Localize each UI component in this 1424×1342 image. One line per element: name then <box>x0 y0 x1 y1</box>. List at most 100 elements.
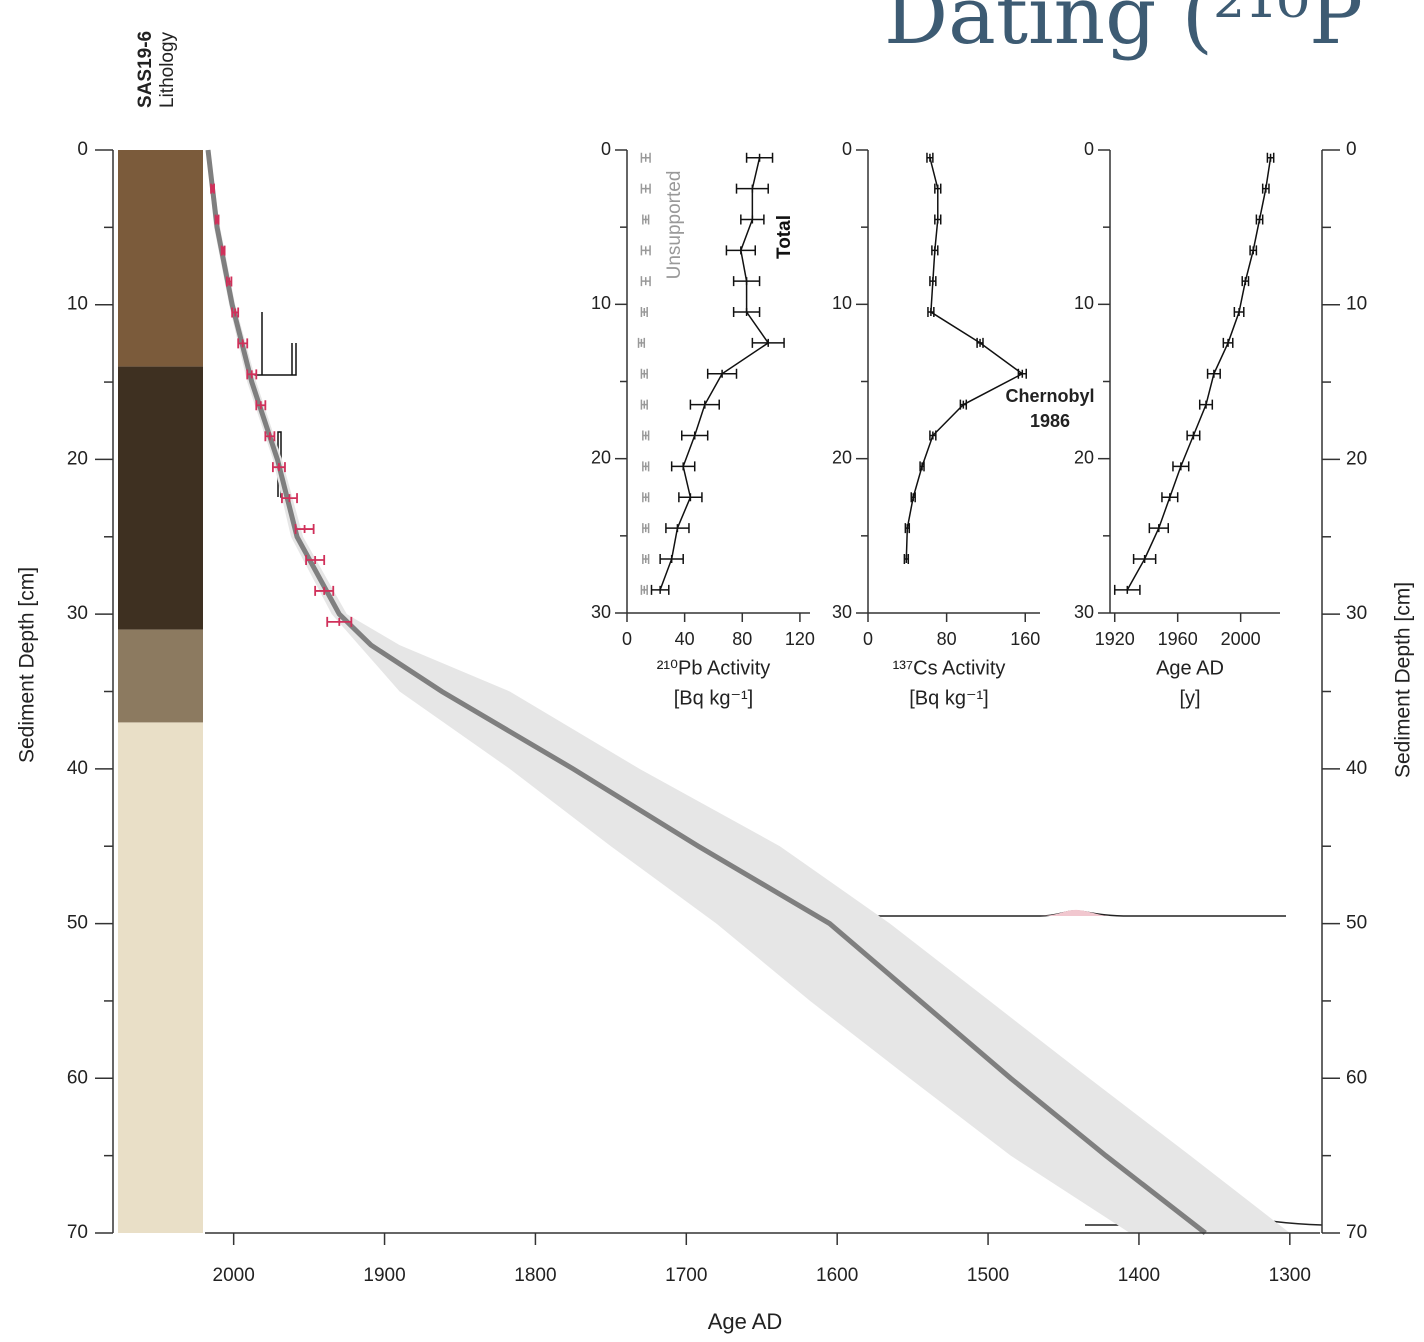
date-error-bar <box>314 585 335 596</box>
error-bar <box>642 492 650 503</box>
error-bar <box>642 461 650 472</box>
x-axis-label: [y] <box>1179 687 1200 709</box>
error-bar <box>926 152 934 163</box>
error-bar <box>740 214 765 225</box>
error-bar <box>976 337 984 348</box>
y-tick-label: 10 <box>832 293 852 313</box>
annotation: 1986 <box>1030 411 1070 431</box>
x-tick-label: 2000 <box>213 1265 255 1286</box>
error-bar <box>642 523 650 534</box>
y-tick-label: 10 <box>1074 293 1094 313</box>
y-tick-label: 10 <box>67 294 88 315</box>
y-tick-label-right: 0 <box>1346 139 1357 160</box>
lithology-label: Lithology <box>157 31 178 108</box>
y-tick-label-right: 10 <box>1346 294 1367 315</box>
y-tick-label: 0 <box>1084 139 1094 159</box>
y-tick-label: 20 <box>67 448 88 469</box>
y-tick-label: 0 <box>842 139 852 159</box>
y-axis-label: Sediment Depth [cm] <box>16 567 39 763</box>
y-tick-label-right: 40 <box>1346 758 1367 779</box>
date-error-bar <box>326 616 353 627</box>
error-bar <box>732 276 761 287</box>
date-error-bar <box>237 338 249 349</box>
error-bar <box>1241 276 1250 287</box>
error-bar <box>910 492 916 503</box>
error-bar <box>1172 461 1190 472</box>
date-error-bar <box>214 214 220 225</box>
y-tick-label: 30 <box>591 602 611 622</box>
error-bar <box>1249 245 1258 256</box>
error-bar <box>745 152 774 163</box>
error-bar <box>1198 399 1214 410</box>
lithology-label: SAS19-6 <box>135 31 156 108</box>
x-tick-label: 1500 <box>967 1265 1009 1286</box>
error-bar <box>1206 368 1221 379</box>
x-tick-label: 1800 <box>514 1265 556 1286</box>
date-error-bar <box>271 462 286 473</box>
x-tick-label: 1400 <box>1118 1265 1160 1286</box>
x-tick-label: 1900 <box>363 1265 405 1286</box>
error-bar <box>903 553 910 564</box>
x-tick-label: 1920 <box>1095 629 1135 649</box>
y-tick-label: 30 <box>1074 602 1094 622</box>
y-tick-label: 60 <box>67 1067 88 1088</box>
error-bar <box>1113 584 1141 595</box>
lithology-layer <box>118 629 203 723</box>
series-label: Unsupported <box>664 171 685 280</box>
y-tick-label: 10 <box>591 293 611 313</box>
error-bar <box>732 307 761 318</box>
y-tick-label-right: 30 <box>1346 603 1367 624</box>
x-tick-label: 80 <box>937 629 957 649</box>
error-bar <box>1233 307 1245 318</box>
x-axis-label: ²¹⁰Pb Activity <box>657 657 771 679</box>
error-bar <box>929 430 937 441</box>
x-tick-label: 1960 <box>1158 629 1198 649</box>
error-bar <box>650 584 670 595</box>
error-bar <box>1132 553 1157 564</box>
y-tick-label: 0 <box>77 139 88 160</box>
error-bar <box>735 183 769 194</box>
date-error-bar <box>246 369 258 380</box>
x-axis-label: Age AD <box>1156 657 1224 679</box>
error-bar <box>1222 337 1234 348</box>
error-bar <box>904 523 911 534</box>
error-bar <box>640 183 651 194</box>
error-bar <box>642 553 650 564</box>
y-axis-label-right: Sediment Depth [cm] <box>1392 582 1415 778</box>
x-axis-label: ¹³⁷Cs Activity <box>893 657 1006 679</box>
error-bar <box>1161 492 1179 503</box>
error-bar <box>1255 214 1264 225</box>
x-axis-label: Age AD <box>708 1309 783 1334</box>
error-bar <box>1186 430 1201 441</box>
y-tick-label: 20 <box>591 447 611 467</box>
error-bar <box>706 368 738 379</box>
x-tick-label: 40 <box>675 629 695 649</box>
probability-spike <box>248 312 297 376</box>
error-bar <box>959 399 968 410</box>
x-axis-label: [Bq kg⁻¹] <box>674 687 753 709</box>
x-tick-label: 2000 <box>1221 629 1261 649</box>
date-error-bar <box>264 431 276 442</box>
error-bar <box>637 337 646 348</box>
error-bar <box>934 214 942 225</box>
error-bar <box>1148 523 1169 534</box>
date-error-bar <box>255 400 267 411</box>
lithology-layer <box>118 150 203 367</box>
y-tick-label: 30 <box>67 603 88 624</box>
error-bar <box>1017 368 1027 379</box>
error-bar <box>927 307 935 318</box>
error-bar <box>929 276 937 287</box>
y-tick-label: 50 <box>67 913 88 934</box>
date-error-bar <box>281 493 298 504</box>
title: Dating (²¹⁰P <box>884 0 1363 62</box>
uncertainty-band <box>206 150 1290 1233</box>
error-bar <box>640 245 651 256</box>
y-tick-label: 20 <box>832 447 852 467</box>
y-tick-label-right: 20 <box>1346 448 1367 469</box>
x-tick-label: 1300 <box>1269 1265 1311 1286</box>
y-tick-label-right: 50 <box>1346 913 1367 934</box>
profile-line <box>905 157 1024 560</box>
calibration-fill <box>1040 909 1110 916</box>
date-error-bar <box>305 554 326 565</box>
